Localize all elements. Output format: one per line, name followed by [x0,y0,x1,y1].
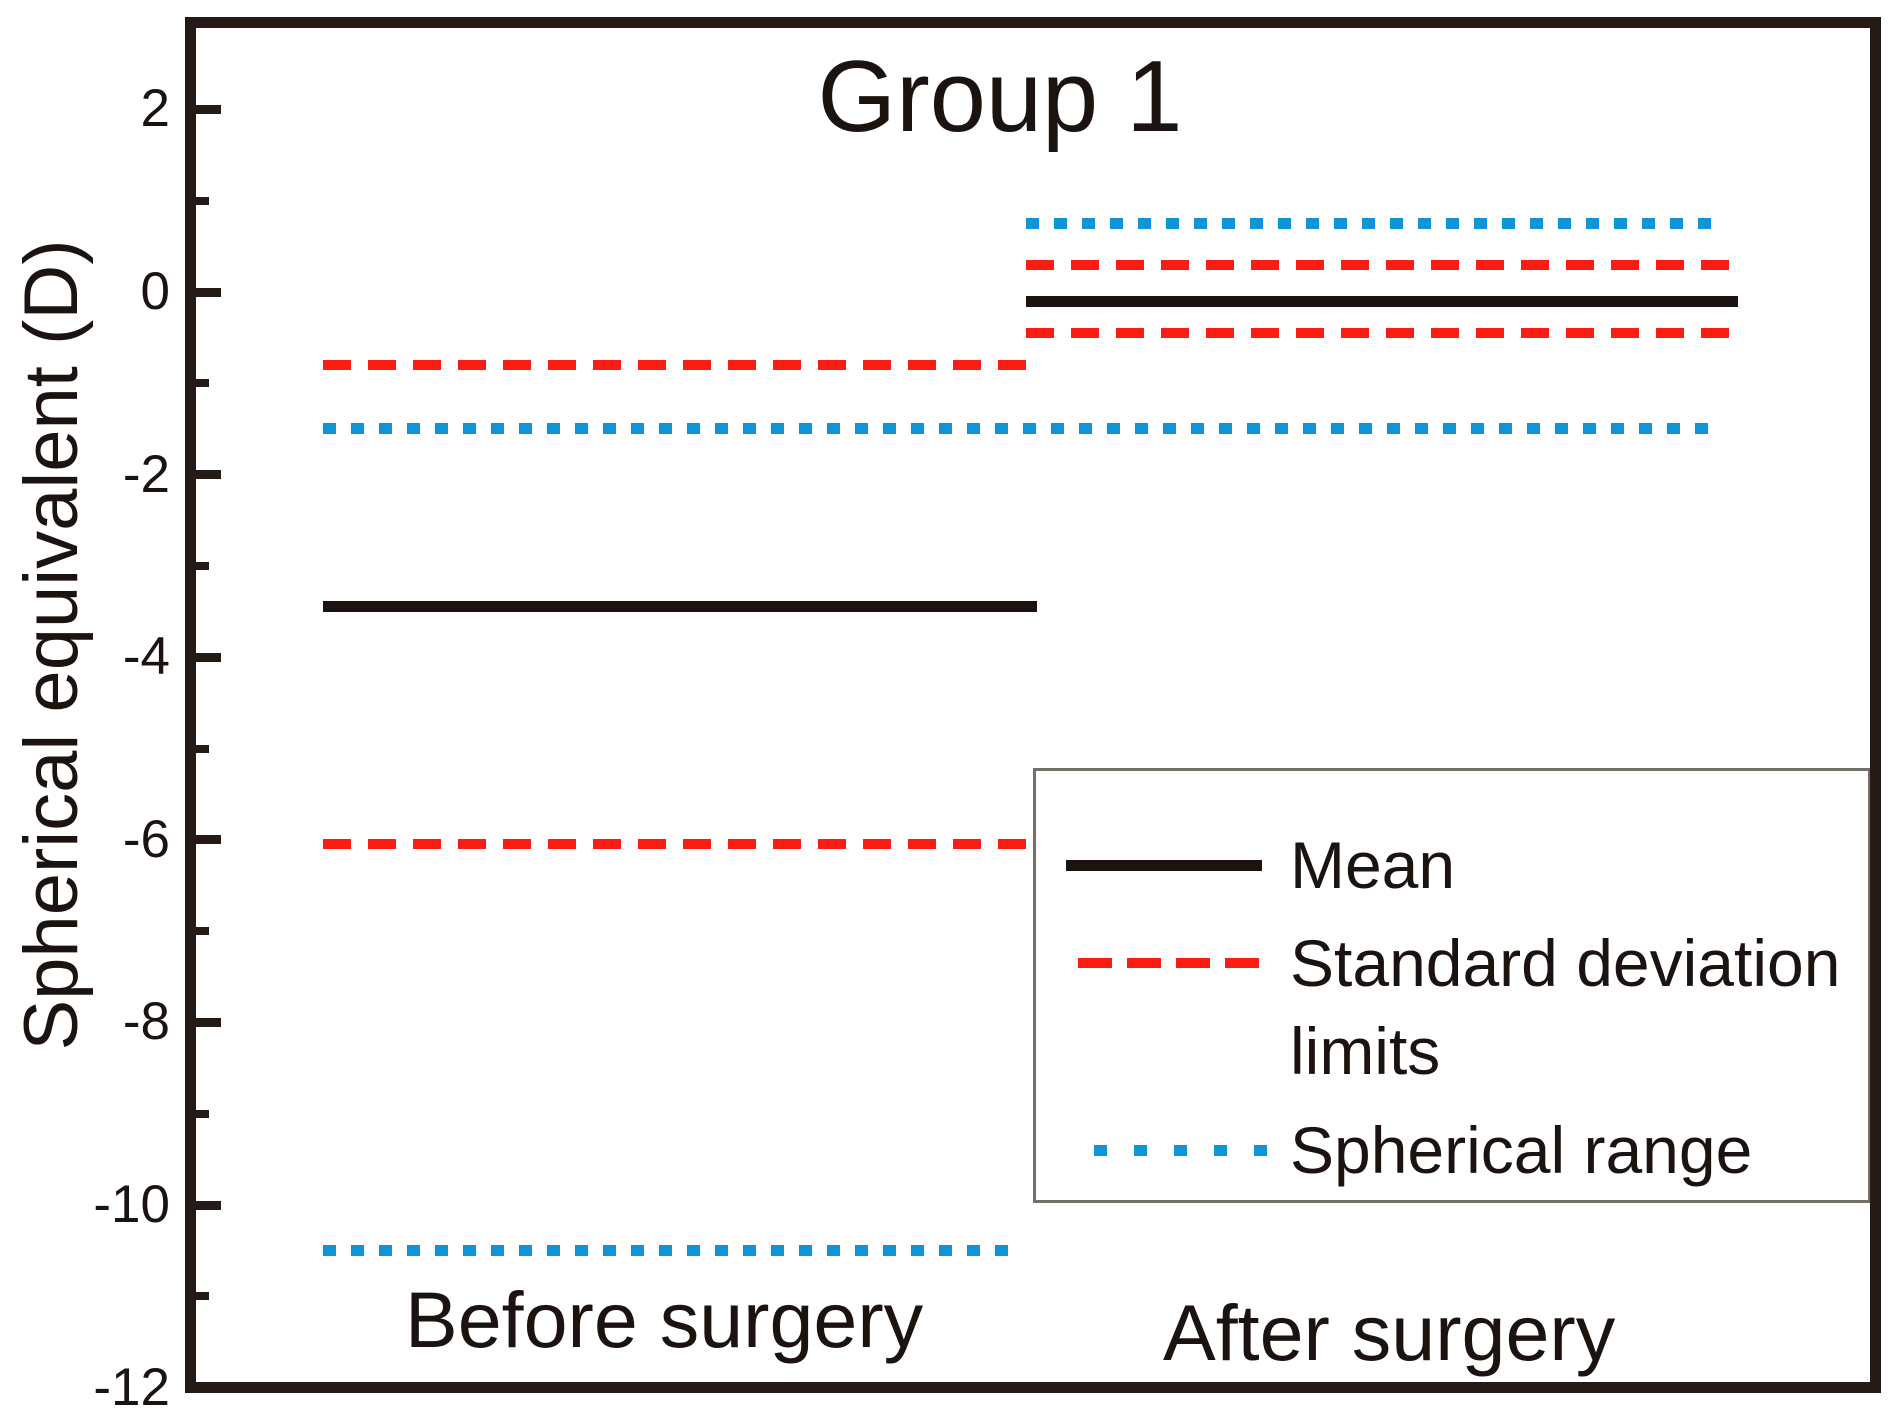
before-mean-line [323,601,1037,613]
y-major-tick--6 [196,835,221,845]
y-minor-tick--9 [196,1109,209,1118]
after-sd-upper-line [1026,259,1738,270]
y-major-tick--2 [196,470,221,480]
y-major-tick-2 [196,104,221,114]
y-tick-label--6: -6 [122,809,170,869]
legend-box: Mean Standard deviation limits Spherical… [1033,768,1871,1203]
y-major-tick--10 [196,1200,221,1210]
after-range-upper-line [1026,218,1723,230]
legend-mean-line-swatch [1066,860,1262,871]
before-sd-upper-line [323,360,1037,371]
before-range-lower-line [323,1245,1020,1257]
chart-title: Group 1 [817,41,1183,153]
legend-mean-label: Mean [1290,828,1456,902]
after-sd-lower-line [1026,328,1738,339]
legend-range-label: Spherical range [1290,1113,1753,1187]
y-minor-tick--1 [196,379,209,388]
y-minor-tick--11 [196,1292,209,1301]
y-minor-tick--5 [196,744,209,753]
x-label-after-surgery: After surgery [1163,1288,1616,1377]
y-tick-label--12: -12 [93,1357,170,1414]
y-tick-label-2: 2 [140,79,170,139]
y-major-tick--4 [196,652,221,662]
y-minor-tick-1 [196,196,209,205]
x-label-before-surgery: Before surgery [405,1275,924,1364]
y-minor-tick--3 [196,561,209,570]
y-major-tick--12 [196,1383,221,1393]
legend-sd-line-swatch [1078,958,1259,968]
y-major-tick-0 [196,287,221,297]
legend-range-line-swatch [1094,1145,1267,1156]
y-major-tick--8 [196,1017,221,1027]
legend-sd-label: Standard deviation limits [1290,926,1841,1088]
y-tick-label--2: -2 [122,444,170,504]
y-tick-label--4: -4 [122,627,170,687]
y-tick-label-0: 0 [140,262,170,321]
y-minor-tick--7 [196,927,209,936]
after-mean-line [1026,295,1738,307]
shared-range-line-before-upper-after-lower [323,423,1723,435]
y-tick-label--10: -10 [93,1175,170,1234]
y-tick-label--8: -8 [122,992,170,1052]
before-sd-lower-line [323,839,1039,850]
